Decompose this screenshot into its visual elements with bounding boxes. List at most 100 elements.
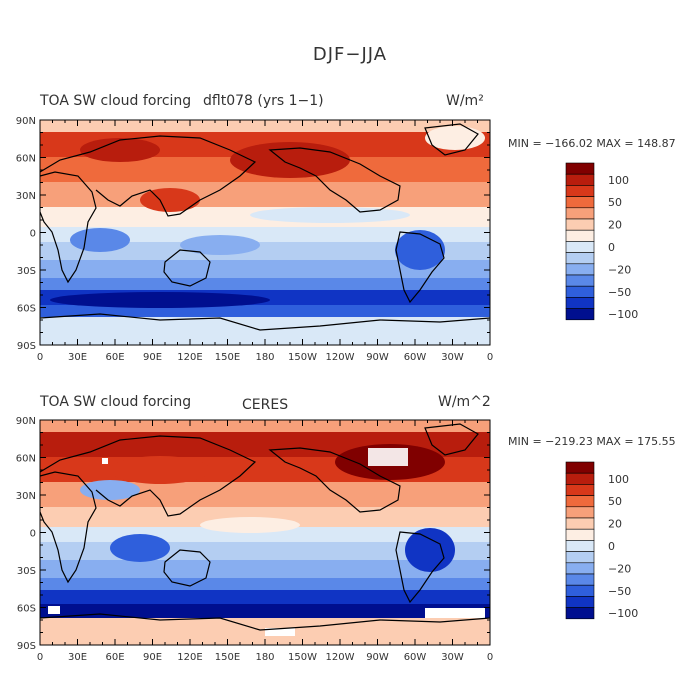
- x-tick-label: 120W: [326, 352, 355, 363]
- x-tick-label: 30W: [441, 352, 464, 363]
- colorbar-label: −20: [608, 263, 631, 276]
- y-tick-label: 30N: [16, 491, 36, 502]
- colorbar-swatch: [565, 274, 595, 287]
- colorbar-swatch: [565, 218, 595, 231]
- panel1-left-title: TOA SW cloud forcing: [40, 93, 192, 109]
- x-tick-label: 60W: [404, 652, 427, 663]
- colorbar-swatch: [565, 472, 595, 485]
- colorbar-swatch: [565, 540, 595, 552]
- colorbar-swatch: [565, 517, 595, 530]
- x-tick-label: 90E: [143, 352, 162, 363]
- y-tick-label: 90N: [16, 116, 36, 127]
- panel2-y-axis-labels: 90N 60N 30N 0 30S 60S 90S: [16, 416, 36, 652]
- colorbar-swatch: [565, 263, 595, 276]
- x-tick-label: 180: [255, 652, 274, 663]
- colorbar-swatch: [565, 297, 595, 309]
- colorbar-swatch: [565, 551, 595, 564]
- y-tick-label: 30N: [16, 191, 36, 202]
- y-tick-label: 0: [30, 529, 36, 540]
- colorbar-label: −50: [608, 286, 631, 299]
- panel1-center-title: dflt078 (yrs 1−1): [203, 93, 324, 109]
- colorbar-label: 0: [608, 241, 615, 254]
- panel2-min-max: MIN = −219.23 MAX = 175.55: [508, 435, 676, 448]
- colorbar-swatch: [565, 241, 595, 253]
- colorbar-swatch: [565, 173, 595, 186]
- panel2-x-axis-labels: 0 30E 60E 90E 120E 150E 180 150W 120W 90W 60W 30W 0: [37, 652, 493, 663]
- panel1-ticks: [39, 119, 491, 346]
- x-tick-label: 0: [37, 352, 43, 363]
- colorbar-swatch: [565, 495, 595, 508]
- colorbar-label: 50: [608, 495, 622, 508]
- colorbar-swatch: [565, 506, 595, 519]
- y-tick-label: 30S: [17, 566, 36, 577]
- x-tick-label: 90W: [366, 352, 389, 363]
- colorbar-label: 20: [608, 219, 622, 232]
- colorbar-swatch: [565, 229, 595, 242]
- panel2-left-title: TOA SW cloud forcing: [40, 394, 192, 410]
- colorbar-swatch: [565, 584, 595, 597]
- x-tick-label: 60E: [105, 652, 124, 663]
- x-tick-label: 120W: [326, 652, 355, 663]
- colorbar-label: 50: [608, 196, 622, 209]
- colorbar-label: 20: [608, 518, 622, 531]
- colorbar-swatch: [565, 308, 595, 321]
- panel1-map: [40, 120, 490, 345]
- colorbar-swatch: [565, 461, 595, 474]
- y-tick-label: 0: [30, 229, 36, 240]
- coastlines: [39, 123, 491, 331]
- x-tick-label: 30E: [68, 652, 87, 663]
- x-tick-label: 150W: [288, 652, 317, 663]
- y-tick-label: 60S: [17, 304, 36, 315]
- panel2-map: [40, 420, 490, 645]
- colorbar-label: −20: [608, 562, 631, 575]
- y-tick-label: 60N: [16, 454, 36, 465]
- y-tick-label: 90S: [17, 641, 36, 652]
- x-tick-label: 180: [255, 352, 274, 363]
- colorbar-swatch: [565, 185, 595, 197]
- y-tick-label: 90S: [17, 341, 36, 352]
- y-tick-label: 30S: [17, 266, 36, 277]
- colorbar-swatch: [565, 528, 595, 541]
- colorbar-swatch: [565, 196, 595, 209]
- x-tick-label: 90E: [143, 652, 162, 663]
- panel1-units: W/m²: [446, 93, 484, 109]
- colorbar-swatch: [565, 484, 595, 496]
- colorbar-label: −100: [608, 308, 638, 321]
- x-tick-label: 120E: [177, 352, 202, 363]
- colorbar-label: 100: [608, 473, 629, 486]
- x-tick-label: 0: [487, 352, 493, 363]
- x-tick-label: 30E: [68, 352, 87, 363]
- colorbar-label: 100: [608, 174, 629, 187]
- x-tick-label: 150E: [215, 652, 240, 663]
- panel2-ticks: [39, 419, 491, 646]
- x-tick-label: 60W: [404, 352, 427, 363]
- colorbar-swatch: [565, 162, 595, 175]
- x-tick-label: 60E: [105, 352, 124, 363]
- y-tick-label: 60N: [16, 154, 36, 165]
- colorbar-label: 0: [608, 540, 615, 553]
- panel2-units: W/m^2: [438, 394, 491, 410]
- figure-title: DJF−JJA: [312, 44, 388, 65]
- colorbar-swatch: [565, 562, 595, 575]
- panel1-x-axis-labels: 0 30E 60E 90E 120E 150E 180 150W 120W 90W 60W 30W 0: [37, 352, 493, 363]
- x-tick-label: 0: [37, 652, 43, 663]
- x-tick-label: 30W: [441, 652, 464, 663]
- colorbar-swatch: [565, 607, 595, 620]
- panel2-center-title: CERES: [242, 397, 289, 413]
- colorbar-swatch: [565, 252, 595, 265]
- panel2-colorbar: 100 50 20 0 −20 −50 −100: [565, 461, 638, 620]
- colorbar-swatch: [565, 596, 595, 608]
- panel1-y-axis-labels: 90N 60N 30N 0 30S 60S 90S: [16, 116, 36, 352]
- colorbar-swatch: [565, 207, 595, 220]
- panel1-colorbar: 100 50 20 0 −20 −50 −100: [565, 162, 638, 321]
- x-tick-label: 120E: [177, 652, 202, 663]
- colorbar-swatch: [565, 573, 595, 586]
- panel1-min-max: MIN = −166.02 MAX = 148.87: [508, 137, 676, 150]
- x-tick-label: 90W: [366, 652, 389, 663]
- y-tick-label: 90N: [16, 416, 36, 427]
- colorbar-label: −100: [608, 607, 638, 620]
- x-tick-label: 150W: [288, 352, 317, 363]
- y-tick-label: 60S: [17, 604, 36, 615]
- colorbar-label: −50: [608, 585, 631, 598]
